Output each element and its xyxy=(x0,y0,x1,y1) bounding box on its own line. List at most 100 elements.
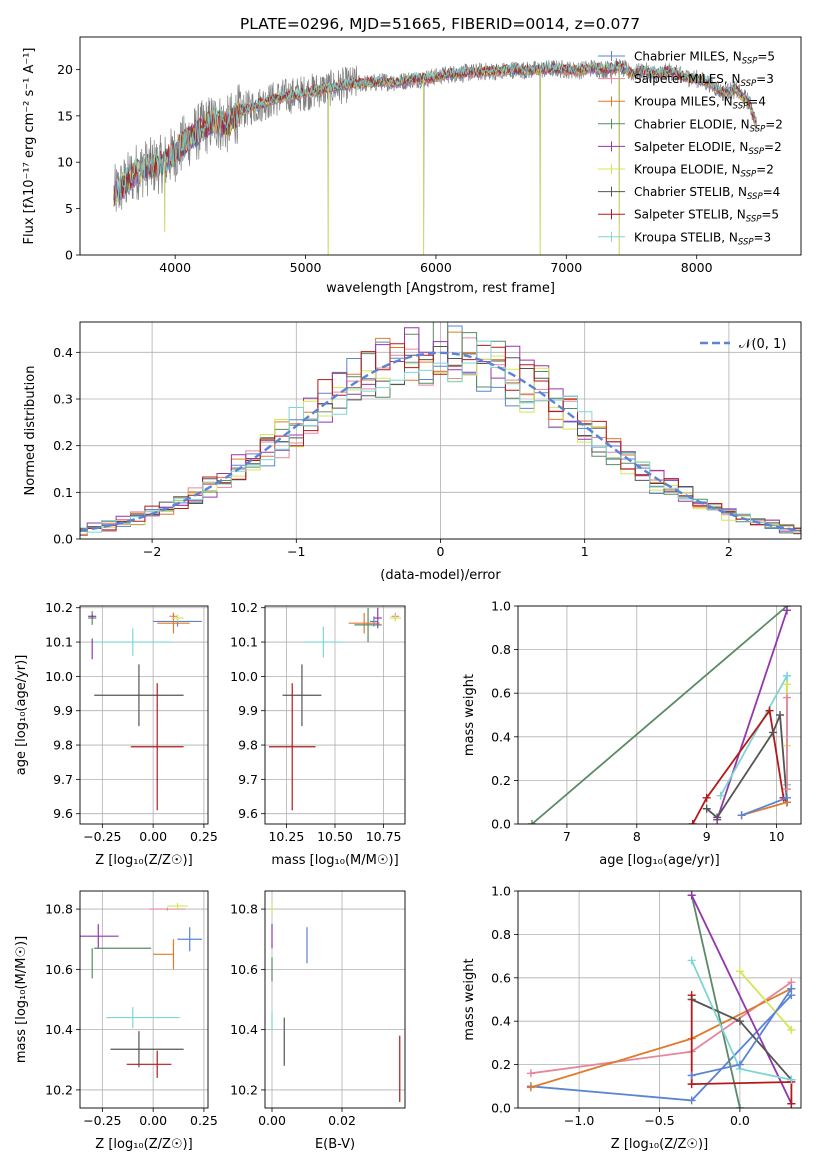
mass-vs-EBV-axes: 0.00 0.02 10.2 10.4 10.6 10.8 xyxy=(230,891,405,1128)
series-marker xyxy=(526,1083,535,1092)
mass-weight-vs-age-axes: 7 8 9 10 0.0 0.2 0.4 0.6 0.8 1.0 xyxy=(491,599,801,844)
legend-subscript: SSP xyxy=(742,57,758,67)
y-tick-label: 10.8 xyxy=(230,902,258,917)
legend-entry-label: Kroupa ELODIE, NSSP=2 xyxy=(634,163,774,180)
series-marker xyxy=(687,991,696,1000)
legend-subscript: SSP xyxy=(746,215,762,225)
x-axis-label: Z [log₁₀(Z/Z☉)] xyxy=(95,1137,192,1152)
axes-frame xyxy=(264,890,406,1109)
x-tick-label: 10 xyxy=(769,829,785,844)
mass-weight-vs-age-plot xyxy=(527,606,792,824)
y-tick-label: 20 xyxy=(57,62,73,77)
mass-vs-EBV-plot xyxy=(271,903,401,1102)
legend-count: =2 xyxy=(765,117,783,131)
x-axis-label: E(B-V) xyxy=(315,1137,355,1152)
x-tick-label: 10.75 xyxy=(366,829,402,844)
residuals-plot xyxy=(80,322,801,536)
y-tick-label: 10.6 xyxy=(230,962,258,977)
y-tick-label: 0.8 xyxy=(491,642,511,657)
y-tick-label: 1.0 xyxy=(491,884,511,899)
legend-count: =3 xyxy=(754,230,772,244)
residuals-axes: −2 −1 0 1 2 0.0 0.1 0.2 0.3 0.4 xyxy=(53,322,801,559)
y-tick-label: 10.4 xyxy=(230,1022,258,1037)
x-tick-label: −1.0 xyxy=(564,1113,594,1128)
y-tick-label: 1.0 xyxy=(491,599,511,614)
y-tick-label: 15 xyxy=(57,108,73,123)
y-tick-label: 0.2 xyxy=(491,773,511,788)
y-axis-label: age [log₁₀(age/yr)] xyxy=(14,655,29,776)
axes-frame xyxy=(517,890,802,1109)
y-axis-label: mass weight xyxy=(462,674,477,756)
mass-weight-vs-Z-axes: −1.0 −0.5 0.0 0.0 0.2 0.4 0.6 0.8 1.0 xyxy=(491,884,801,1128)
y-tick-label: 9.9 xyxy=(238,703,258,718)
x-tick-label: 0.02 xyxy=(328,1113,356,1128)
x-axis-label: (data-model)/error xyxy=(380,568,501,583)
legend-count: =2 xyxy=(756,163,774,177)
series-line xyxy=(530,981,792,1075)
y-tick-label: 5 xyxy=(65,201,73,216)
y-tick-label: 0 xyxy=(65,248,73,263)
y-tick-label: 10.2 xyxy=(45,600,73,615)
series-marker xyxy=(527,820,536,824)
series-marker xyxy=(735,1060,744,1069)
series-marker xyxy=(765,706,774,715)
age-vs-Z-plot xyxy=(88,611,202,811)
y-tick-label: 0.6 xyxy=(491,970,511,985)
x-tick-label: 5000 xyxy=(290,260,322,275)
legend-subscript: SSP xyxy=(748,147,764,157)
legend-entry-label: Kroupa STELIB, NSSP=3 xyxy=(634,230,771,247)
x-tick-label: 7 xyxy=(563,829,571,844)
y-tick-label: 9.6 xyxy=(238,806,258,821)
series-marker xyxy=(787,984,796,993)
series-marker xyxy=(702,793,711,802)
x-tick-label: 10.50 xyxy=(317,829,353,844)
legend-subscript: SSP xyxy=(747,192,763,202)
model-spectrum-line xyxy=(113,59,757,201)
y-tick-label: 9.9 xyxy=(53,703,73,718)
x-axis-label: mass [log₁₀(M/M☉)] xyxy=(271,853,398,868)
x-tick-label: 10.25 xyxy=(268,829,304,844)
y-tick-label: 9.8 xyxy=(238,738,258,753)
y-tick-label: 10 xyxy=(57,155,73,170)
series-marker xyxy=(783,606,792,615)
y-tick-label: 0.4 xyxy=(491,729,511,744)
legend-count: =2 xyxy=(764,140,782,154)
legend-entry-label: Salpeter STELIB, NSSP=5 xyxy=(634,208,779,225)
y-tick-label: 10.8 xyxy=(45,902,73,917)
legend-subscript: SSP xyxy=(738,237,754,247)
y-tick-label: 0.4 xyxy=(53,345,73,360)
y-tick-label: 0.3 xyxy=(53,392,73,407)
series-marker xyxy=(783,793,792,802)
series-marker xyxy=(735,1017,744,1026)
legend-count: =5 xyxy=(761,208,779,222)
x-axis-label: Z [log₁₀(Z/Z☉)] xyxy=(95,853,192,868)
x-tick-label: 0.00 xyxy=(258,1113,286,1128)
y-axis-label: mass weight xyxy=(462,958,477,1040)
x-tick-label: −0.5 xyxy=(644,1113,674,1128)
x-axis-label: age [log₁₀(age/yr)] xyxy=(599,853,720,868)
legend-subscript: SSP xyxy=(741,79,757,89)
x-tick-label: 0.25 xyxy=(190,1113,218,1128)
x-tick-label: −0.25 xyxy=(83,1113,121,1128)
y-tick-label: 0.0 xyxy=(491,817,511,832)
series-marker xyxy=(787,1099,796,1108)
x-tick-label: −2 xyxy=(143,544,161,559)
x-tick-label: 0.00 xyxy=(139,829,167,844)
age-vs-Z-axes: −0.25 0.00 0.25 9.6 9.7 9.8 9.9 10.0 10.1 10.2 xyxy=(45,600,218,844)
legend-count: =5 xyxy=(757,50,775,64)
legend-count: =4 xyxy=(748,95,766,109)
x-tick-label: 6000 xyxy=(420,260,452,275)
gaussian-curve xyxy=(80,351,801,532)
series-line xyxy=(741,796,788,817)
series-marker xyxy=(687,1071,696,1080)
legend-entry-label: Chabrier STELIB, NSSP=4 xyxy=(634,185,780,202)
series-line xyxy=(716,610,788,820)
legend-entry-label: Chabrier MILES, NSSP=5 xyxy=(634,50,775,67)
y-tick-label: 0.8 xyxy=(491,927,511,942)
y-tick-label: 10.0 xyxy=(45,669,73,684)
y-tick-label: 10.2 xyxy=(45,1082,73,1097)
y-axis-label: mass [log₁₀(M/M☉)] xyxy=(14,936,29,1063)
x-tick-label: 1 xyxy=(581,544,589,559)
y-tick-label: 9.7 xyxy=(53,772,73,787)
axes-frame xyxy=(79,890,209,1109)
